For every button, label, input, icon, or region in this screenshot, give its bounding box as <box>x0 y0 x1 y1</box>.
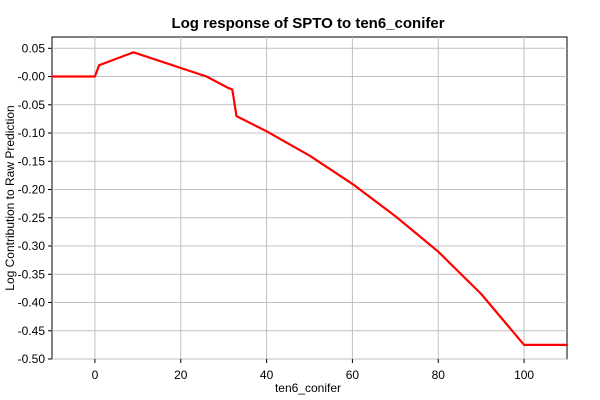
y-tick-label: -0.00 <box>18 70 46 84</box>
chart-title: Log response of SPTO to ten6_conifer <box>171 15 444 32</box>
plot-area <box>51 36 568 360</box>
x-tick-label: 40 <box>260 368 274 382</box>
y-tick-label: -0.15 <box>18 154 46 168</box>
y-tick-label: -0.45 <box>18 324 46 338</box>
x-axis-label: ten6_conifer <box>275 381 341 395</box>
series-line <box>50 51 569 346</box>
x-tick-label: 20 <box>174 368 188 382</box>
y-tick-label: -0.20 <box>18 183 46 197</box>
axis-ticks: 0 20 40 60 80 100 0.05 -0.00 -0.05 -0.10 -0.15 -0.2… <box>18 41 535 382</box>
grid-lines <box>52 37 567 360</box>
y-axis-label: Log Contribution to Raw Prediction <box>3 105 17 290</box>
x-tick-label: 100 <box>514 368 534 382</box>
y-tick-label: -0.05 <box>18 98 46 112</box>
x-tick-label: 0 <box>92 368 99 382</box>
y-tick-label: -0.30 <box>18 239 46 253</box>
y-tick-label: -0.35 <box>18 267 46 281</box>
y-tick-label: -0.40 <box>18 296 46 310</box>
y-tick-label: -0.25 <box>18 211 46 225</box>
x-tick-label: 80 <box>432 368 446 382</box>
series-layer <box>50 51 569 346</box>
y-tick-label: -0.10 <box>18 126 46 140</box>
y-tick-label: 0.05 <box>22 41 46 55</box>
y-tick-label: -0.50 <box>18 352 46 366</box>
x-tick-label: 60 <box>346 368 360 382</box>
